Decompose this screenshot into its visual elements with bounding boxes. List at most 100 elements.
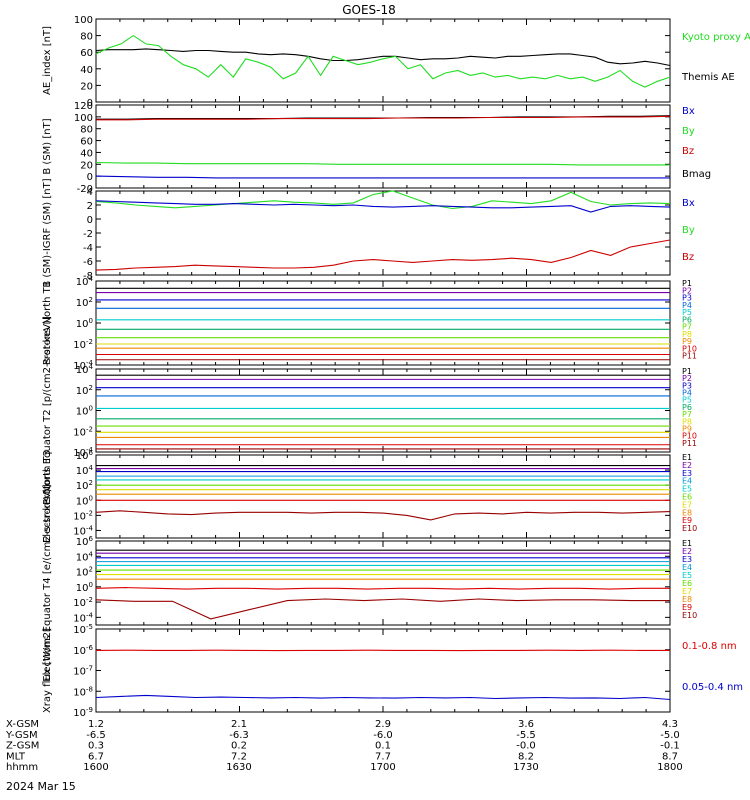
legend-entry: P4 bbox=[682, 301, 692, 310]
y-tick-label: 100 bbox=[76, 494, 93, 507]
x-row-value: 1630 bbox=[226, 762, 251, 773]
y-axis-label: AE_index [nT] bbox=[42, 26, 53, 95]
y-tick-label: 104 bbox=[76, 363, 94, 376]
y-tick-label: 10-4 bbox=[73, 446, 93, 459]
x-row-value: -5.0 bbox=[660, 730, 680, 741]
x-row-value: 1800 bbox=[657, 762, 682, 773]
legend-entry: P6 bbox=[682, 403, 692, 412]
series-line bbox=[96, 115, 671, 121]
x-row-value: 1730 bbox=[513, 762, 538, 773]
y-tick-label: 80 bbox=[80, 125, 93, 136]
x-row-value: -6.0 bbox=[373, 730, 393, 741]
legend-entry: By bbox=[682, 126, 695, 137]
series-line bbox=[95, 587, 670, 590]
panel-6: 10-4 10-2 100 102 104 106 Electrons North T3 E1… bbox=[42, 449, 697, 543]
y-axis-label: Xray flux [W/m2] bbox=[42, 628, 53, 713]
y-tick-label: 10-2 bbox=[73, 596, 93, 609]
legend-entry: P10 bbox=[682, 344, 697, 353]
legend-entry: E7 bbox=[682, 500, 692, 509]
legend-entry: Bz bbox=[682, 252, 694, 263]
legend-entry: P5 bbox=[682, 308, 692, 317]
legend-entry: E7 bbox=[682, 587, 692, 596]
legend-entry: P2 bbox=[682, 286, 692, 295]
panel-5: 10-4 10-2 100 102 104 Protons Equator T2 [p/(… bbox=[42, 316, 697, 505]
panel-1: 0 20 40 60 80 100 AE_index [nT] Kyoto proxy AE T… bbox=[42, 15, 750, 109]
y-tick-label: 40 bbox=[80, 65, 93, 76]
y-tick-label: 2 bbox=[87, 201, 93, 212]
legend-entry: Bz bbox=[682, 146, 694, 157]
x-row-label: Z-GSM bbox=[6, 741, 39, 752]
x-row-value: 4.3 bbox=[662, 719, 678, 730]
x-row-label: X-GSM bbox=[6, 719, 39, 730]
y-tick-label: 40 bbox=[80, 148, 93, 159]
x-row-value: -5.5 bbox=[516, 730, 536, 741]
legend-entry: E9 bbox=[682, 603, 692, 612]
chart-title: GOES-18 bbox=[342, 3, 396, 17]
y-axis-label: B (SM)-IGRF (SM) [nT] bbox=[42, 178, 53, 287]
y-axis-label: Protons North T1 bbox=[42, 281, 53, 365]
x-row-value: 0.3 bbox=[88, 741, 104, 752]
y-tick-label: 102 bbox=[76, 384, 93, 397]
y-tick-label: 106 bbox=[76, 535, 94, 548]
panel-frame bbox=[95, 628, 671, 713]
x-row-label: Y-GSM bbox=[5, 730, 38, 741]
x-row-value: 2.9 bbox=[375, 719, 391, 730]
series-line bbox=[95, 175, 670, 179]
legend-entry: P9 bbox=[682, 424, 692, 433]
y-tick-label: 10-8 bbox=[73, 685, 93, 698]
y-tick-label: 104 bbox=[76, 464, 94, 477]
legend-entry: E5 bbox=[682, 571, 692, 580]
legend-entry: By bbox=[682, 225, 695, 236]
x-row-value: 6.7 bbox=[88, 751, 104, 762]
y-tick-label: 120 bbox=[74, 101, 93, 112]
legend-entry: E4 bbox=[682, 563, 692, 572]
y-tick-label: 20 bbox=[80, 160, 93, 171]
x-row-value: -0.0 bbox=[516, 741, 536, 752]
legend-entry: P10 bbox=[682, 432, 697, 441]
y-tick-label: 10-4 bbox=[73, 524, 93, 537]
y-tick-label: 10-2 bbox=[73, 509, 93, 522]
y-tick-label: 10-2 bbox=[73, 338, 93, 351]
y-tick-label: 106 bbox=[76, 449, 94, 462]
y-tick-label: 20 bbox=[80, 81, 93, 92]
legend-entry: P2 bbox=[682, 374, 692, 383]
y-tick-label: 10-4 bbox=[73, 359, 93, 372]
legend-entry: P4 bbox=[682, 389, 692, 398]
x-row-value: 0.1 bbox=[375, 741, 391, 752]
y-tick-label: 102 bbox=[76, 566, 93, 579]
legend-entry: E5 bbox=[682, 485, 692, 494]
y-tick-label: 60 bbox=[80, 137, 93, 148]
legend-entry: P7 bbox=[682, 410, 692, 419]
x-row-value: -6.3 bbox=[229, 730, 249, 741]
x-row-value: 1.2 bbox=[88, 719, 104, 730]
legend-entry: P8 bbox=[682, 330, 692, 339]
legend-entry: P11 bbox=[682, 439, 697, 448]
y-tick-label: 10-9 bbox=[73, 706, 93, 719]
y-tick-label: 104 bbox=[76, 275, 94, 288]
panel-8: 10-9 10-8 10-7 10-6 10-5 Xray flux [W/m2] 0.1-… bbox=[42, 623, 743, 719]
legend-entry: E3 bbox=[682, 555, 692, 564]
y-tick-label: 4 bbox=[87, 187, 93, 198]
x-row-label: hhmm bbox=[6, 762, 38, 773]
x-row-value: 8.2 bbox=[518, 751, 534, 762]
y-axis-label: Electrons North T3 bbox=[42, 450, 53, 543]
series-line bbox=[95, 190, 671, 210]
panel-7: 10-4 10-2 100 102 104 106 Electrons Equator T4… bbox=[42, 484, 697, 681]
legend-entry: Themis AE bbox=[681, 72, 735, 83]
x-row-value: -0.1 bbox=[660, 741, 680, 752]
date-label: 2024 Mar 15 bbox=[6, 780, 76, 793]
y-tick-label: -2 bbox=[83, 229, 93, 240]
legend-entry: P5 bbox=[682, 396, 692, 405]
panel-frame bbox=[95, 368, 671, 453]
y-tick-label: -20 bbox=[77, 184, 93, 195]
series-line bbox=[95, 598, 670, 620]
legend-entry: P8 bbox=[682, 417, 692, 426]
legend-entry: P6 bbox=[682, 315, 692, 324]
series-line bbox=[95, 694, 671, 701]
legend-entry: P1 bbox=[682, 279, 692, 288]
x-row-value: 7.7 bbox=[375, 751, 391, 762]
